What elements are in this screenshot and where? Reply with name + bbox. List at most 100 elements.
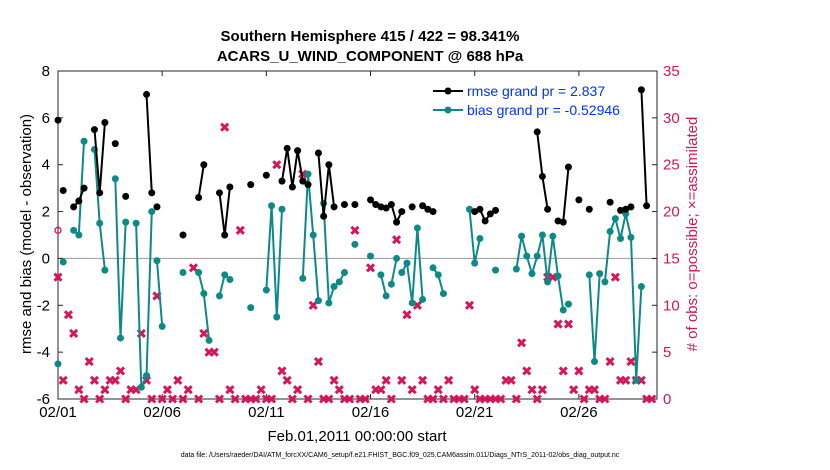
- rmse-series-line: [197, 164, 205, 198]
- rmse-point: [75, 197, 83, 205]
- bias-series-line: [379, 274, 388, 297]
- obs-assimilated-marker: [188, 263, 198, 273]
- bias-point: [408, 299, 416, 307]
- rmse-point: [486, 210, 494, 218]
- rmse-point: [408, 203, 416, 211]
- obs-assimilated-marker: [360, 394, 370, 404]
- rmse-point: [294, 147, 302, 155]
- bias-point: [632, 376, 640, 384]
- obs-assimilated-marker: [251, 394, 261, 404]
- bias-point: [398, 268, 406, 276]
- bias-point: [476, 235, 484, 243]
- obs-assimilated-marker: [537, 385, 547, 395]
- obs-assimilated-marker: [589, 385, 600, 395]
- bias-point: [533, 252, 541, 260]
- rmse-point: [544, 205, 552, 213]
- obs-assimilated-marker: [345, 394, 355, 404]
- rmse-point: [533, 128, 541, 136]
- bias-series-line: [390, 258, 398, 285]
- obs-assimilated-marker: [350, 225, 360, 235]
- rmse-point: [382, 204, 390, 212]
- rmse-point: [200, 161, 208, 169]
- bias-point: [554, 272, 562, 280]
- bias-point: [325, 299, 333, 307]
- bias-point: [179, 268, 187, 276]
- obs-assimilated-marker: [63, 310, 73, 320]
- obs-assimilated-marker: [563, 319, 574, 329]
- x-tick-label: 02/26: [560, 404, 598, 421]
- bias-point: [367, 252, 375, 260]
- obs-assimilated-marker: [53, 272, 63, 282]
- y-left-tick-label: 0: [42, 250, 50, 267]
- obs-assimilated-marker: [610, 272, 620, 282]
- bias-series-line: [156, 260, 164, 327]
- obs-assimilated-marker: [470, 385, 480, 395]
- bias-point: [637, 283, 645, 291]
- obs-assimilated-marker: [444, 375, 454, 385]
- bias-series-line: [93, 149, 106, 271]
- obs-assimilated-marker: [324, 394, 334, 404]
- rmse-point: [122, 192, 130, 200]
- y-right-tick-label: 25: [663, 157, 680, 174]
- rmse-point: [226, 183, 234, 191]
- obs-assimilated-marker: [293, 385, 303, 395]
- bias-point: [226, 276, 234, 284]
- bias-point: [627, 233, 635, 241]
- obs-assimilated-marker: [194, 394, 204, 404]
- obs-assimilated-marker: [621, 375, 631, 385]
- x-tick-label: 02/01: [39, 404, 77, 421]
- obs-assimilated-marker: [225, 385, 235, 395]
- obs-assimilated-marker: [381, 375, 391, 385]
- bias-point: [195, 268, 203, 276]
- rmse-point: [627, 203, 635, 211]
- y-left-tick-label: 6: [42, 110, 50, 127]
- rmse-point: [96, 189, 104, 197]
- bias-point: [215, 292, 223, 300]
- bias-series-line: [265, 205, 283, 318]
- bias-point: [549, 232, 557, 240]
- legend-rmse-label: rmse grand pr = 2.837: [467, 83, 605, 99]
- bias-point: [471, 259, 479, 267]
- bias-point: [387, 280, 395, 288]
- y-left-tick-label: -2: [37, 297, 50, 314]
- rmse-point: [351, 201, 359, 209]
- bias-point: [111, 175, 119, 183]
- obs-assimilated-marker: [407, 385, 417, 395]
- rmse-point: [262, 171, 270, 179]
- obs-assimilated-marker: [115, 366, 126, 376]
- obs-assimilated-marker: [418, 375, 428, 385]
- rmse-point: [367, 196, 375, 204]
- y-right-tick-label: 30: [663, 110, 680, 127]
- bias-series-line: [301, 174, 320, 301]
- bias-point: [247, 304, 255, 312]
- bias-series-line: [588, 273, 601, 362]
- rmse-point: [481, 217, 489, 225]
- bias-point: [403, 259, 411, 267]
- rmse-point: [622, 205, 630, 213]
- rmse-point: [314, 149, 322, 157]
- bias-point: [299, 274, 307, 282]
- bias-point: [377, 271, 385, 279]
- rmse-point: [101, 119, 109, 127]
- obs-assimilated-marker: [511, 394, 521, 404]
- bias-point: [544, 278, 552, 286]
- obs-assimilated-marker: [287, 394, 297, 404]
- rmse-point: [340, 201, 348, 209]
- bias-series-line: [135, 211, 153, 388]
- chart-title-line2: ACARS_U_WIND_COMPONENT @ 688 hPa: [217, 48, 524, 65]
- y-right-tick-label: 35: [663, 63, 680, 80]
- obs-assimilated-marker: [183, 385, 193, 395]
- rmse-point: [492, 206, 500, 214]
- obs-assimilated-marker: [230, 394, 240, 404]
- rmse-point: [283, 144, 291, 152]
- obs-assimilated-marker: [579, 394, 589, 404]
- bias-point: [148, 208, 156, 216]
- obs-assimilated-marker: [95, 394, 105, 404]
- bias-point: [153, 257, 161, 265]
- bias-point: [75, 231, 83, 239]
- bias-point: [278, 205, 286, 213]
- obs-assimilated-marker: [636, 375, 646, 385]
- obs-assimilated-marker: [532, 394, 542, 404]
